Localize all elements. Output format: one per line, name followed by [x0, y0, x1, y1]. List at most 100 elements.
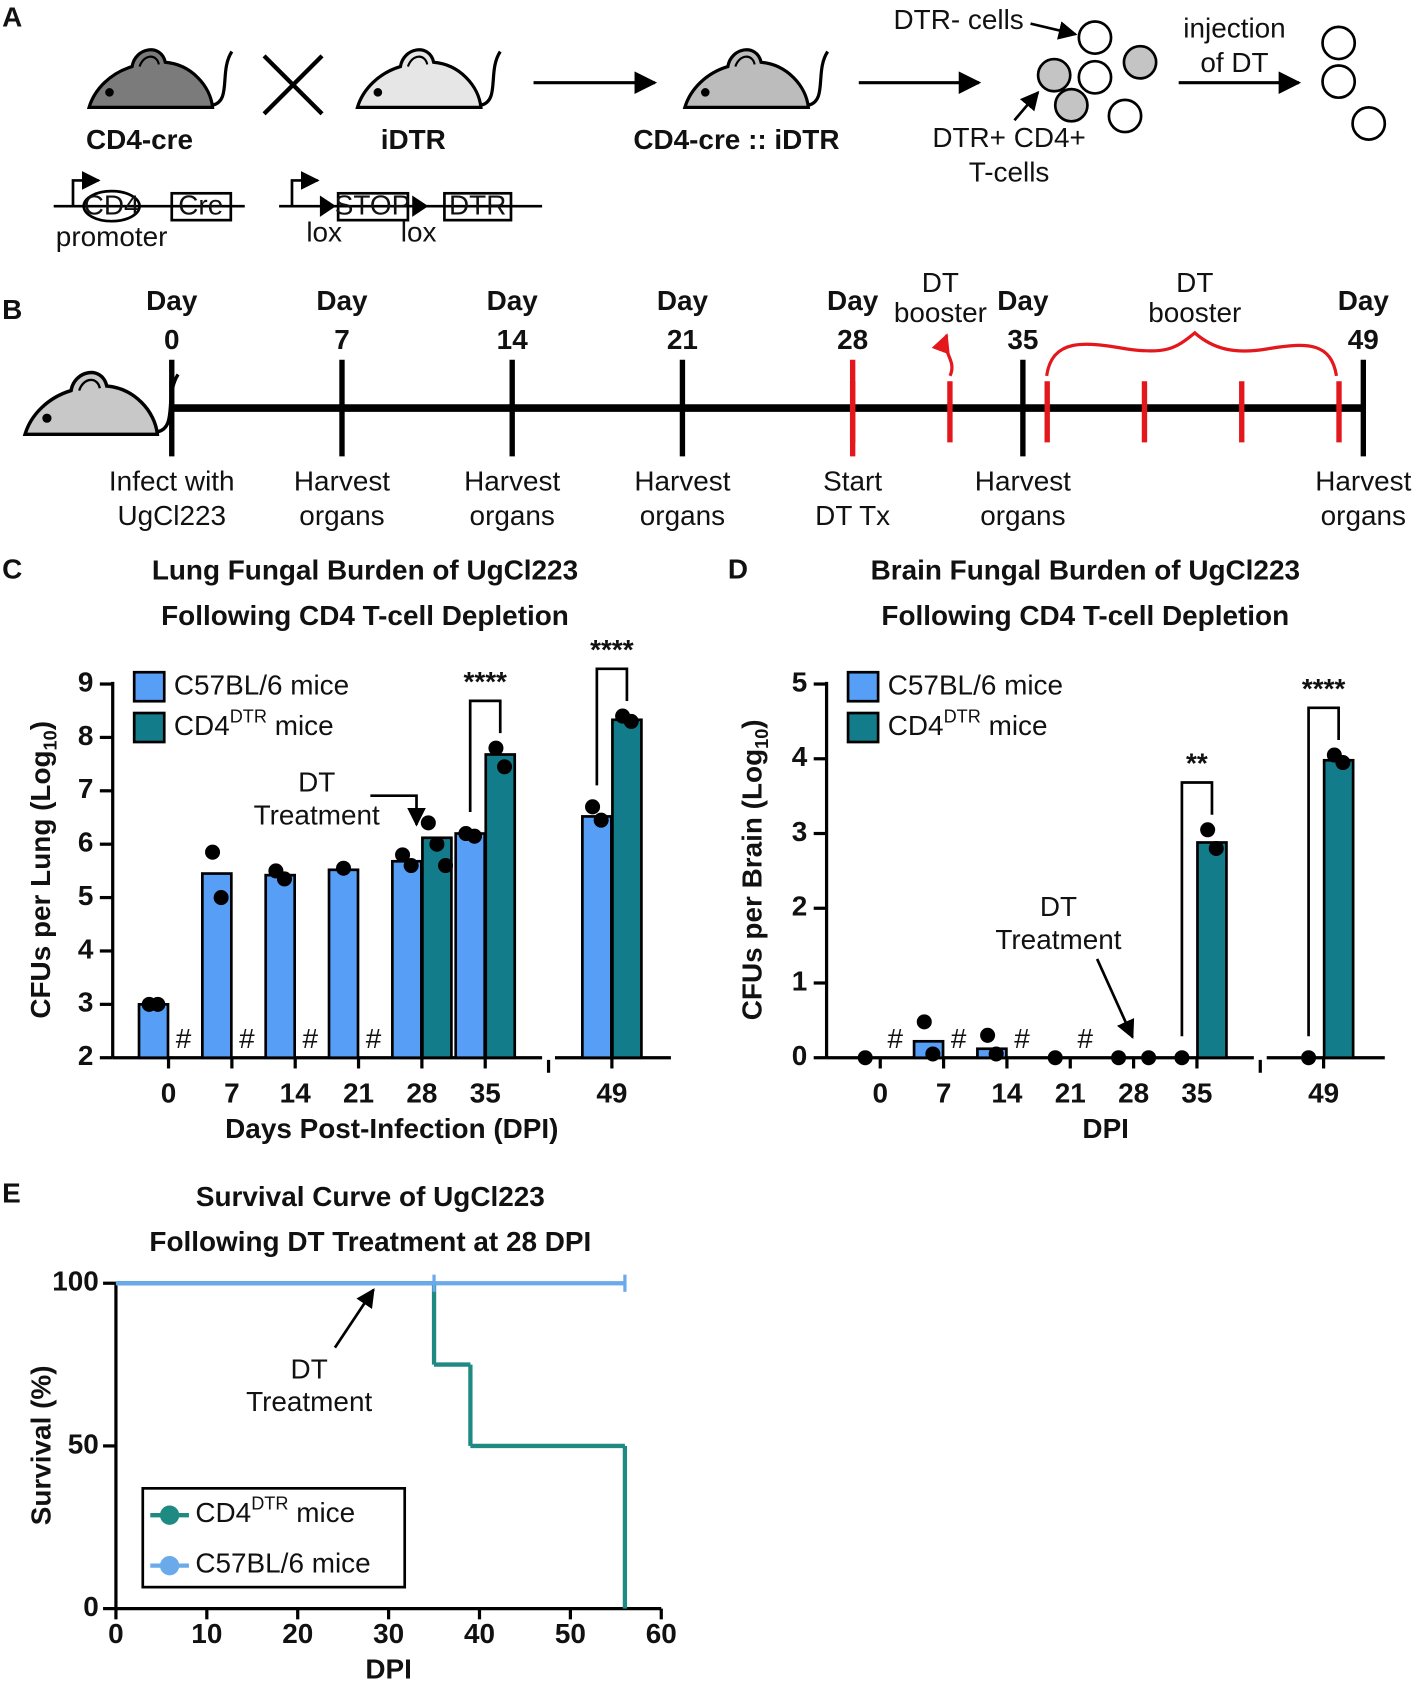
data-point [585, 799, 601, 815]
y-tick-label: 4 [78, 933, 94, 964]
gene-box [443, 191, 513, 222]
day-number: 7 [334, 324, 350, 355]
construct-label: Cre [178, 190, 223, 221]
cell [1321, 64, 1357, 100]
data-point [593, 812, 609, 828]
label-part: DTR [251, 1493, 288, 1513]
data-point [488, 740, 504, 756]
data-point [980, 1027, 996, 1043]
event-caption: Harvest [464, 466, 560, 497]
bar [454, 832, 487, 1060]
bar [264, 873, 297, 1060]
data-point [1301, 1050, 1317, 1066]
data-point [395, 847, 411, 863]
day-number: 21 [667, 324, 698, 355]
y-tick-label: 0 [792, 1040, 808, 1071]
arrow [1030, 21, 1078, 40]
construct-label: lox [401, 216, 437, 247]
cell [1077, 20, 1113, 56]
legend-label: CD4DTR mice [888, 706, 1048, 741]
construct-label: CD4 [84, 190, 140, 221]
x-tick-label: 28 [406, 1078, 437, 1109]
event-caption: Harvest [634, 466, 730, 497]
construct-label: STOP [335, 190, 410, 221]
bar [1196, 841, 1228, 1060]
y-axis-title: CFUs per Brain (Log10) [737, 719, 772, 1020]
day-number: 49 [1348, 324, 1379, 355]
annotation: Treatment [246, 1386, 372, 1417]
legend-label: CD4DTR mice [174, 706, 334, 741]
mouse-icon [23, 370, 180, 437]
promoter-arrow [290, 171, 320, 207]
chart-title: Following CD4 T-cell Depletion [161, 600, 569, 631]
x-tick-label: 7 [224, 1078, 240, 1109]
event-caption: Infect with [109, 466, 235, 497]
no-data-label: # [366, 1023, 382, 1054]
data-point [1174, 1050, 1190, 1066]
day-word: Day [657, 285, 709, 316]
data-point [437, 858, 454, 874]
data-point [857, 1050, 873, 1066]
data-point [916, 1014, 932, 1030]
day-word: Day [827, 285, 879, 316]
data-point [1200, 822, 1216, 838]
y-tick-label: 0 [83, 1591, 99, 1622]
annotation-arrow [370, 794, 426, 827]
data-point [623, 713, 639, 729]
x-tick-label: 35 [1181, 1078, 1212, 1109]
label-part: mice [981, 710, 1048, 741]
no-data-label: # [951, 1023, 967, 1054]
booster-brace [1045, 330, 1339, 377]
x-tick-label: 0 [161, 1078, 177, 1109]
chart-title: Brain Fungal Burden of UgCl223 [871, 555, 1300, 586]
legend-swatch [846, 711, 880, 744]
construct-label: DTR [449, 190, 506, 221]
x-tick-label: 7 [936, 1078, 952, 1109]
y-tick-label: 4 [792, 741, 808, 772]
legend-marker [159, 1505, 180, 1525]
significance-label: **** [1302, 673, 1346, 704]
x-tick-label: 20 [282, 1618, 313, 1649]
y-tick-label: 3 [78, 987, 94, 1018]
label-part: DTR [230, 706, 267, 726]
x-axis-title: DPI [365, 1653, 412, 1684]
data-point [1047, 1050, 1063, 1066]
data-point [150, 996, 166, 1012]
bar [421, 836, 453, 1060]
event-caption: Harvest [1315, 466, 1411, 497]
y-axis-title: CFUs per Lung (Log10) [25, 721, 60, 1019]
annotation: DT [1040, 891, 1077, 922]
cell-label: DTR- cells [894, 4, 1024, 35]
annotation-arrow [333, 1288, 375, 1349]
significance-bracket [468, 699, 502, 813]
x-tick-label: 14 [991, 1078, 1023, 1109]
bar [611, 718, 643, 1060]
y-tick-label: 3 [792, 816, 808, 847]
x-tick-label: 35 [470, 1078, 501, 1109]
significance-bracket [1180, 781, 1214, 1037]
x-axis-title: DPI [1082, 1113, 1129, 1144]
label-part: mice [267, 710, 334, 741]
cell [1107, 98, 1143, 134]
day-word: Day [487, 285, 539, 316]
x-tick-label: 49 [596, 1078, 627, 1109]
legend-label: CD4DTR mice [195, 1493, 355, 1528]
x-tick-label: 0 [872, 1078, 888, 1109]
y-axis-title: Survival (%) [25, 1365, 56, 1525]
event-caption: Harvest [975, 466, 1071, 497]
x-tick-label: 60 [646, 1618, 677, 1649]
legend-swatch [846, 670, 880, 703]
label-part: C57BL/6 mice [174, 670, 349, 701]
construct-label: lox [306, 216, 342, 247]
cell [1351, 106, 1387, 141]
bar [581, 815, 613, 1060]
bar [201, 872, 233, 1060]
x-tick-label: 50 [555, 1618, 586, 1649]
chart-title: Following DT Treatment at 28 DPI [149, 1226, 591, 1257]
cells [1036, 20, 1387, 141]
y-tick-label: 5 [78, 880, 94, 911]
data-point [497, 759, 513, 775]
booster-label: booster [1148, 297, 1241, 328]
